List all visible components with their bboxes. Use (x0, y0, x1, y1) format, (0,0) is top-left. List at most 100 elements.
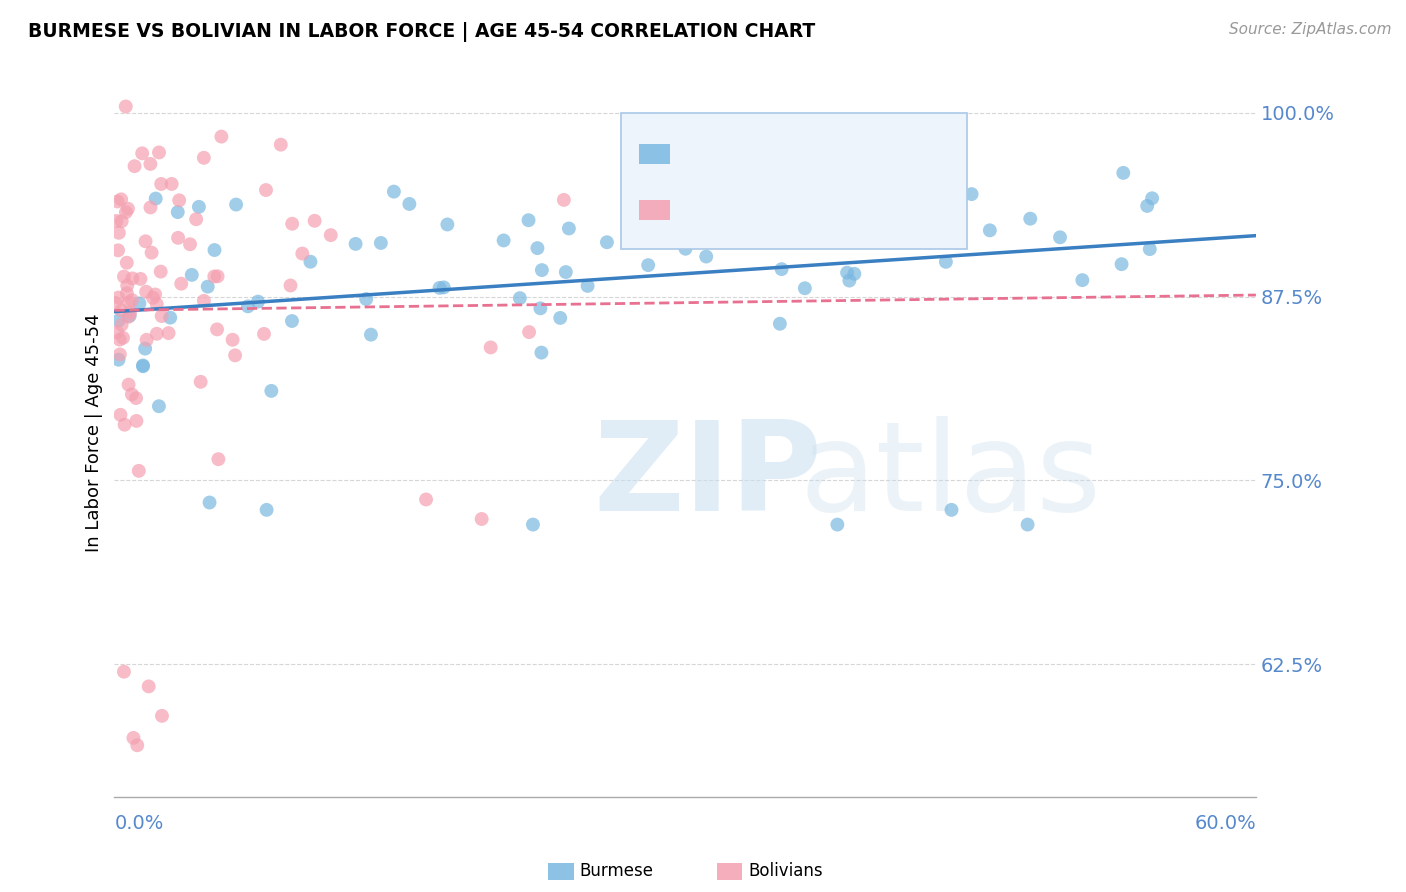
Point (157, 326, 180, 340)
Text: Source: ZipAtlas.com: Source: ZipAtlas.com (1229, 22, 1392, 37)
Point (125, 391, 148, 405)
Point (548, 310, 571, 325)
Point (205, 322, 228, 336)
Point (554, 265, 576, 279)
Point (221, 333, 243, 347)
Point (344, 236, 367, 251)
Point (115, 286, 138, 301)
Point (827, 517, 849, 532)
Point (1071, 273, 1094, 287)
Point (128, 464, 150, 478)
Text: ZIP: ZIP (593, 416, 823, 537)
Point (1049, 230, 1071, 244)
Point (304, 214, 326, 228)
Point (134, 342, 156, 356)
Point (111, 331, 134, 345)
Point (818, 181, 841, 195)
Point (793, 281, 815, 295)
Text: atlas: atlas (799, 416, 1101, 537)
Point (125, 414, 148, 428)
Point (576, 279, 599, 293)
Point (115, 205, 138, 219)
Point (1017, 517, 1039, 532)
Point (111, 214, 134, 228)
Point (436, 218, 458, 232)
Point (117, 310, 139, 324)
Point (207, 452, 229, 467)
Point (108, 226, 131, 240)
Point (832, 140, 855, 154)
Point (114, 417, 136, 432)
Point (108, 347, 131, 361)
Point (108, 333, 131, 347)
Point (225, 197, 247, 211)
Point (150, 709, 173, 723)
Point (471, 512, 494, 526)
Point (146, 326, 169, 341)
Point (112, 665, 135, 679)
Y-axis label: In Labor Force | Age 45-54: In Labor Force | Age 45-54 (86, 313, 103, 552)
Point (167, 194, 190, 208)
Point (128, 296, 150, 310)
Point (530, 345, 553, 359)
Point (122, 731, 145, 745)
Point (135, 333, 157, 347)
Point (138, 680, 160, 694)
Text: Burmese: Burmese (579, 863, 654, 880)
Point (193, 293, 215, 308)
Point (979, 223, 1001, 237)
Point (139, 201, 162, 215)
Point (281, 217, 304, 231)
Point (107, 244, 129, 258)
Point (170, 277, 193, 291)
Text: 60.0%: 60.0% (1194, 814, 1256, 833)
Point (117, 377, 139, 392)
Point (492, 234, 515, 248)
Point (509, 291, 531, 305)
Point (960, 187, 983, 202)
Point (254, 183, 277, 197)
Point (115, 278, 138, 293)
Point (110, 192, 132, 206)
Point (186, 212, 208, 227)
Point (145, 297, 167, 311)
Point (105, 325, 128, 339)
Point (121, 271, 143, 285)
Point (299, 254, 322, 268)
Point (139, 157, 162, 171)
Point (142, 291, 165, 305)
Point (529, 301, 551, 316)
Point (121, 293, 143, 308)
Point (270, 137, 292, 152)
Point (319, 228, 342, 243)
Point (769, 317, 792, 331)
Point (793, 211, 815, 226)
Point (141, 245, 163, 260)
Point (935, 255, 957, 269)
Point (695, 250, 717, 264)
Point (835, 266, 858, 280)
Point (193, 151, 215, 165)
Point (596, 235, 619, 250)
Point (415, 492, 437, 507)
Point (127, 738, 149, 752)
Point (433, 280, 456, 294)
Point (148, 145, 170, 160)
Point (621, 126, 644, 140)
Point (115, 256, 138, 270)
Point (135, 235, 157, 249)
Point (844, 267, 866, 281)
Point (772, 228, 794, 243)
Point (522, 517, 544, 532)
Point (150, 309, 173, 323)
Point (143, 287, 166, 301)
Point (118, 309, 141, 323)
Point (224, 348, 246, 362)
Point (1139, 242, 1161, 256)
Point (207, 269, 229, 284)
Point (117, 202, 139, 216)
Point (159, 310, 181, 325)
Point (166, 205, 188, 219)
Point (150, 177, 173, 191)
Point (179, 237, 201, 252)
